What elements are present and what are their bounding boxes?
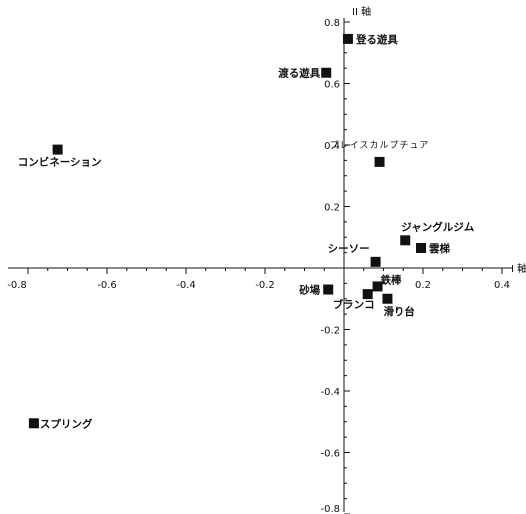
x-tick-label: 0.2 bbox=[415, 280, 431, 291]
data-point-label: ジャングルジム bbox=[401, 220, 474, 233]
data-point-label: 渡る遊具 bbox=[278, 67, 320, 80]
data-point-label: 滑り台 bbox=[383, 305, 415, 318]
x-tick-label: 0.4 bbox=[494, 280, 510, 291]
data-point-marker bbox=[28, 418, 39, 429]
x-axis-title: I 軸 bbox=[511, 262, 526, 275]
data-point-label: スプリング bbox=[40, 417, 93, 430]
ticks: -0.8 -0.6 -0.4 -0.2 0.2 0.4 0.8 0.6 0.4 0.2 -0.2 -0… bbox=[7, 18, 510, 514]
data-point-marker bbox=[400, 235, 411, 246]
data-point-label: 鉄棒 bbox=[381, 273, 402, 286]
y-axis-title: II 軸 bbox=[352, 5, 371, 18]
x-tick-label: -0.8 bbox=[7, 280, 27, 291]
y-tick-label: 0.4 bbox=[324, 141, 340, 152]
data-point-marker bbox=[362, 289, 373, 300]
y-tick-label: 0.6 bbox=[324, 80, 340, 91]
data-point-marker bbox=[382, 293, 393, 304]
y-tick-label: 0.2 bbox=[324, 203, 340, 214]
y-tick-label: -0.6 bbox=[320, 449, 340, 460]
data-point-label: プレイスカルプチュア bbox=[330, 140, 430, 151]
data-point-label: 登る遊具 bbox=[355, 33, 398, 46]
y-tick-label: -0.8 bbox=[320, 504, 340, 514]
x-tick-label: -0.4 bbox=[176, 280, 196, 291]
y-tick-label: -0.2 bbox=[320, 326, 340, 337]
x-tick-label: -0.6 bbox=[97, 280, 117, 291]
data-point-label: シーソー bbox=[328, 243, 370, 255]
data-point-marker bbox=[370, 256, 381, 267]
y-tick-label: -0.4 bbox=[320, 387, 340, 398]
data-point-marker bbox=[321, 67, 332, 78]
x-tick-label: -0.2 bbox=[255, 280, 275, 291]
data-point-marker bbox=[416, 243, 427, 254]
data-point-marker bbox=[372, 281, 383, 292]
y-tick-label: 0.8 bbox=[324, 18, 340, 29]
data-point-marker bbox=[323, 284, 334, 295]
data-point-label: ブランコ bbox=[333, 298, 375, 311]
data-point-label: 雲梯 bbox=[429, 242, 450, 255]
data-point-marker bbox=[52, 144, 63, 155]
axes bbox=[8, 18, 512, 512]
data-point-label: コンビネーション bbox=[18, 156, 102, 169]
data-point-marker bbox=[374, 156, 385, 167]
data-point-marker bbox=[342, 33, 353, 44]
data-point-label: 砂場 bbox=[298, 284, 320, 297]
